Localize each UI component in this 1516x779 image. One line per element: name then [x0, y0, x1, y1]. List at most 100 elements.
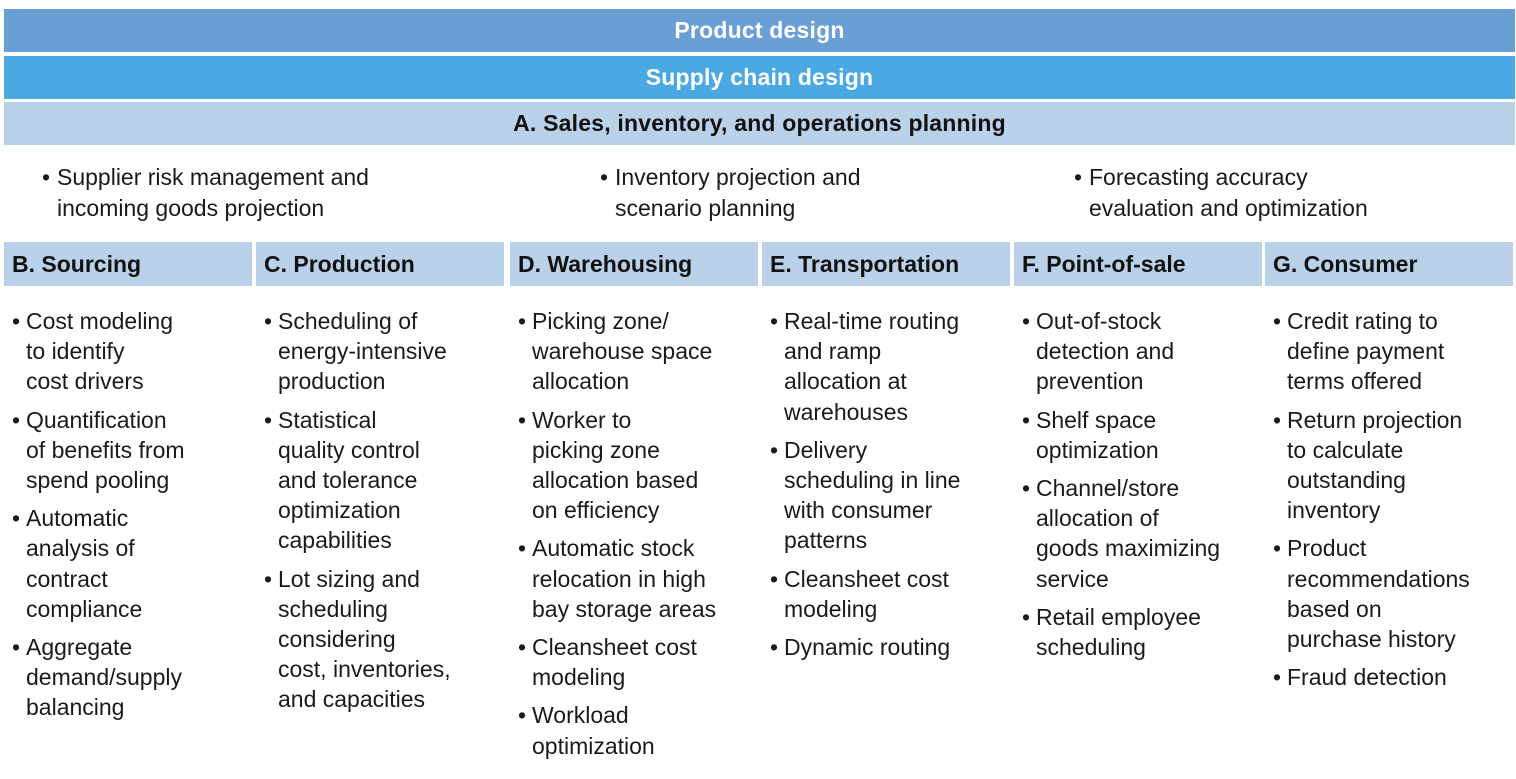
bullet-icon: • [12, 406, 21, 433]
list-item: • Cleansheet cost modeling [510, 632, 758, 692]
planning-item: • Forecasting accuracy evaluation and op… [1074, 162, 1368, 224]
bullet-icon: • [264, 406, 273, 433]
list-item-text: Workload optimization [532, 702, 655, 759]
list-item: • Worker to picking zone allocation based… [510, 405, 758, 526]
list-item-text: Worker to picking zone allocation based … [532, 406, 699, 524]
list-item-text: Return projection to calculate outstandi… [1287, 406, 1463, 524]
supply-chain-design-band: Supply chain design [4, 56, 1515, 99]
bullet-icon: • [1273, 308, 1282, 334]
list-item-text: Cleansheet cost modeling [532, 634, 697, 691]
list-item: • Credit rating to define payment terms o… [1265, 306, 1513, 397]
list-item: • Cleansheet cost modeling [762, 564, 1010, 624]
bullet-icon: • [1022, 308, 1031, 334]
bullet-icon: • [42, 164, 51, 190]
list-item-text: Real-time routing and ramp allocation at… [784, 308, 960, 425]
bullet-icon: • [770, 565, 779, 592]
planning-band: A. Sales, inventory, and operations plan… [4, 102, 1515, 145]
product-design-band: Product design [4, 9, 1515, 52]
list-item: • Scheduling of energy-intensive producti… [256, 306, 504, 397]
list-item: • Aggregate demand/supply balancing [4, 632, 252, 723]
bullet-icon: • [518, 308, 527, 334]
column-header: D. Warehousing [510, 242, 758, 286]
list-item: • Retail employee scheduling [1014, 602, 1262, 662]
bullet-icon: • [770, 436, 779, 463]
list-item-text: Cleansheet cost modeling [784, 565, 949, 622]
list-item-text: Cost modeling to identify cost drivers [26, 308, 174, 395]
bullet-icon: • [264, 308, 273, 334]
column-warehousing: D. Warehousing • Picking zone/ warehouse … [510, 242, 758, 769]
bullet-icon: • [1022, 406, 1031, 433]
column-items: • Scheduling of energy-intensive producti… [256, 306, 504, 715]
bullet-icon: • [518, 634, 527, 661]
bullet-icon: • [518, 535, 527, 562]
bullet-icon: • [12, 634, 21, 661]
column-transportation: E. Transportation • Real-time routing and… [762, 242, 1010, 670]
planning-label: A. Sales, inventory, and operations plan… [513, 110, 1006, 136]
column-header: F. Point-of-sale [1014, 242, 1262, 286]
bullet-icon: • [12, 308, 21, 334]
list-item: • Workload optimization [510, 700, 758, 760]
bullet-icon: • [1273, 535, 1282, 562]
column-items: • Out-of-stock detection and prevention •… [1014, 306, 1262, 662]
list-item: • Channel/store allocation of goods maxim… [1014, 473, 1262, 594]
product-design-label: Product design [674, 17, 845, 43]
column-sourcing: B. Sourcing • Cost modeling to identify c… [4, 242, 252, 731]
column-header: G. Consumer [1265, 242, 1513, 286]
column-items: • Real-time routing and ramp allocation a… [762, 306, 1010, 662]
bullet-icon: • [264, 565, 273, 592]
column-items: • Picking zone/ warehouse space allocatio… [510, 306, 758, 761]
planning-items: • Supplier risk management and incoming … [0, 162, 1516, 232]
bullet-icon: • [1022, 603, 1031, 630]
list-item-text: Dynamic routing [784, 634, 951, 661]
column-header: B. Sourcing [4, 242, 252, 286]
list-item: • Shelf space optimization [1014, 405, 1262, 465]
planning-item-text: Forecasting accuracy evaluation and opti… [1089, 164, 1368, 221]
list-item: • Automatic analysis of contract complian… [4, 503, 252, 624]
list-item-text: Aggregate demand/supply balancing [26, 634, 182, 721]
list-item: • Out-of-stock detection and prevention [1014, 306, 1262, 397]
list-item-text: Out-of-stock detection and prevention [1036, 308, 1175, 395]
list-item: • Statistical quality control and toleran… [256, 405, 504, 556]
column-header: C. Production [256, 242, 504, 286]
bullet-icon: • [770, 308, 779, 334]
list-item-text: Scheduling of energy-intensive productio… [278, 308, 447, 395]
list-item-text: Statistical quality control and toleranc… [278, 406, 420, 554]
column-consumer: G. Consumer • Credit rating to define pay… [1265, 242, 1513, 700]
list-item-text: Picking zone/ warehouse space allocation [532, 308, 713, 395]
bullet-icon: • [770, 634, 779, 661]
list-item-text: Automatic stock relocation in high bay s… [532, 535, 717, 622]
list-item: • Fraud detection [1265, 662, 1513, 692]
list-item: • Delivery scheduling in line with consum… [762, 435, 1010, 556]
column-items: • Credit rating to define payment terms o… [1265, 306, 1513, 692]
list-item: • Cost modeling to identify cost drivers [4, 306, 252, 397]
bullet-icon: • [1022, 475, 1031, 502]
planning-item-text: Inventory projection and scenario planni… [615, 164, 861, 221]
bullet-icon: • [1273, 664, 1282, 691]
list-item-text: Credit rating to define payment terms of… [1287, 308, 1445, 395]
supply-chain-design-label: Supply chain design [645, 64, 874, 90]
list-item-text: Shelf space optimization [1036, 406, 1159, 463]
list-item-text: Automatic analysis of contract complianc… [26, 505, 143, 622]
bullet-icon: • [600, 164, 609, 190]
list-item: • Product recommendations based on purcha… [1265, 533, 1513, 654]
planning-item: • Inventory projection and scenario plan… [600, 162, 861, 224]
bullet-icon: • [1273, 406, 1282, 433]
list-item-text: Fraud detection [1287, 664, 1447, 691]
list-item-text: Product recommendations based on purchas… [1287, 535, 1470, 653]
list-item: • Dynamic routing [762, 632, 1010, 662]
list-item: • Lot sizing and scheduling considering c… [256, 564, 504, 715]
column-header: E. Transportation [762, 242, 1010, 286]
bullet-icon: • [1074, 164, 1083, 190]
list-item: • Real-time routing and ramp allocation a… [762, 306, 1010, 427]
list-item-text: Delivery scheduling in line with consume… [784, 436, 961, 554]
list-item-text: Quantification of benefits from spend po… [26, 406, 185, 494]
list-item-text: Lot sizing and scheduling considering co… [278, 565, 451, 713]
planning-item: • Supplier risk management and incoming … [42, 162, 369, 224]
list-item: • Quantification of benefits from spend p… [4, 405, 252, 496]
list-item: • Return projection to calculate outstand… [1265, 405, 1513, 526]
list-item-text: Channel/store allocation of goods maximi… [1036, 475, 1221, 592]
bullet-icon: • [12, 505, 21, 532]
bullet-icon: • [518, 406, 527, 433]
list-item-text: Retail employee scheduling [1036, 603, 1201, 661]
